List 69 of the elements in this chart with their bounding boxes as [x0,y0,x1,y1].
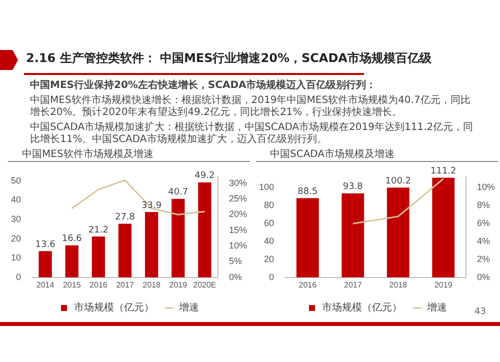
x-tick-label: 2016 [90,280,108,290]
bar [198,182,212,278]
y2-tick-label: 20% [228,209,247,220]
y-tick-label: 40 [264,236,274,246]
text: 2.16 生产管控类软件： 中国MES行业增速20%，SCADA市场规模百亿级 [26,50,432,67]
data-label: 13.6 [35,240,56,250]
y-tick-label: 20 [264,254,274,264]
y-tick-label: 50 [10,175,22,186]
bar [172,198,185,278]
text: 43 [474,307,486,317]
legend-label: 增速 [426,302,447,314]
y-tick-label: 30 [10,214,22,224]
y2-tick-label: 15% [228,224,247,235]
y-tick-label: 10 [10,252,22,263]
data-label: 49.2 [194,171,215,182]
x-tick-label: 2019 [169,280,188,290]
x-tick-label: 2017 [116,280,134,290]
x-tick-label: 2020E [193,280,216,290]
x-tick-label: 2019 [434,280,453,290]
x-tick-label: 2017 [344,280,362,290]
chart-title: 中国MES软件市场规模及增速 [8,147,250,162]
y2-tick-label: 2% [476,254,490,264]
y2-tick-label: 10% [476,182,495,192]
y2-tick-label: 6% [476,218,490,228]
bar [118,224,132,278]
chart-title: 中国SCADA市场规模及增速 [256,147,498,162]
x-tick-label: 2016 [298,280,318,290]
text: 中国MES行业保持20%左右快速增长，SCADA市场规模迈入百亿级别行列： [30,80,378,92]
data-label: 88.5 [298,186,318,197]
y2-tick-label: 10% [228,240,247,251]
y2-tick-label: 0% [228,272,242,282]
bar [432,178,455,278]
x-tick-label: 2014 [36,280,55,290]
y2-tick-label: 8% [476,200,490,210]
y2-tick-label: 0% [476,272,490,282]
legend-label: 市场规模（亿元） [322,302,402,314]
text: 中国MES软件市场规模快速增长：根据统计数据，2019年中国MES软件市场规模为40.7亿元，同比增长20%。预计2020年末有望达到49.2亿元，同比增长21%，行业保持快速增长。 [30,95,472,119]
y-tick-label: 80 [264,200,274,210]
y2-tick-label: 5% [228,256,242,266]
bar [296,198,319,278]
y-tick-label: 40 [10,194,22,205]
data-label: 27.8 [114,212,136,223]
data-label: 93.8 [342,182,364,192]
y2-tick-label: 30% [228,178,247,188]
data-label: 100.2 [385,176,412,186]
y-tick-label: 20 [10,233,22,244]
x-tick-label: 2015 [62,280,82,290]
y-tick-label: 0 [16,272,22,282]
data-label: 21.2 [88,225,108,236]
bar [38,251,52,278]
bar [92,236,106,278]
text: 中国SCADA市场规模加速扩大：根据统计数据，中国SCADA市场规模在2019年达到111.2亿元，同比增长11%。中国SCADA市场规模加速扩大，迈入百亿级别行列。 [30,122,474,146]
data-label: 33.9 [142,200,162,211]
bar [342,193,364,278]
y2-tick-label: 4% [476,236,490,246]
y-tick-label: 0 [269,272,274,282]
x-tick-label: 2018 [389,280,408,290]
bar [386,188,410,278]
x-tick-label: 2018 [142,280,162,290]
y-tick-label: 60 [264,218,274,228]
data-label: 40.7 [168,188,188,198]
y2-tick-label: 25% [228,193,247,204]
legend-label: 增速 [178,302,199,314]
bar [144,212,158,278]
legend-label: 市场规模（亿元） [74,302,154,314]
data-label: 111.2 [430,166,456,177]
y-tick-label: 100 [258,182,274,192]
data-label: 16.6 [62,234,82,244]
bar [65,245,78,278]
